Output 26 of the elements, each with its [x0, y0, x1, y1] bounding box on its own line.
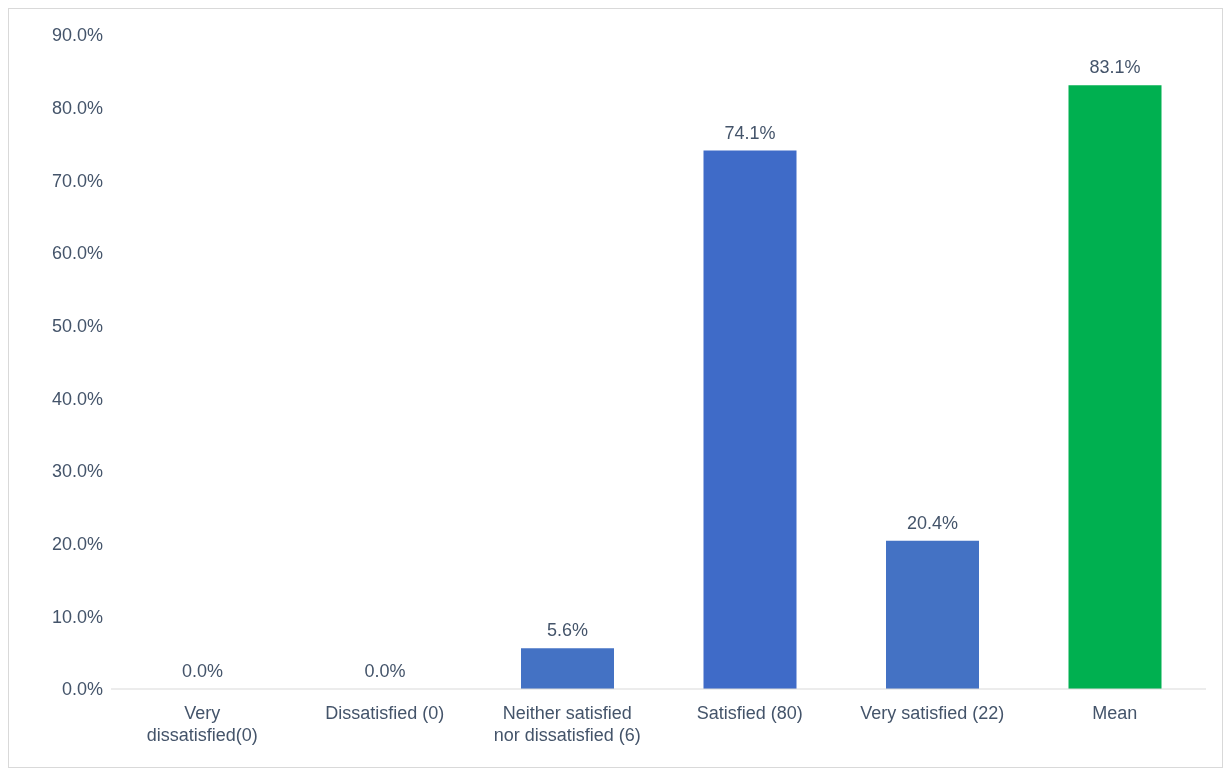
x-tick-label: Satisfied (80)	[696, 703, 803, 723]
y-tick-label: 10.0%	[51, 606, 103, 627]
x-tick-label: Very dissatisfied(0)	[146, 703, 258, 745]
bar	[521, 648, 614, 689]
bar	[1068, 85, 1162, 689]
x-tick-label: Very satisfied (22)	[860, 703, 1005, 723]
y-tick-label: 40.0%	[51, 388, 103, 409]
y-tick-label: 50.0%	[51, 316, 103, 337]
y-tick-label: 80.0%	[51, 98, 103, 119]
bar	[886, 540, 979, 689]
data-label: 83.1%	[1089, 57, 1141, 78]
x-tick-label: Mean	[1092, 703, 1138, 723]
y-tick-label: 90.0%	[51, 25, 103, 46]
data-label: 5.6%	[546, 620, 589, 641]
x-tick-label: Dissatisfied (0)	[325, 703, 445, 723]
x-tick-label: Neither satisfied nor dissatisfied (6)	[493, 703, 641, 745]
bar	[703, 150, 797, 689]
data-label: 20.4%	[906, 512, 959, 533]
data-label: 74.1%	[724, 122, 776, 143]
y-tick-label: 0.0%	[61, 679, 103, 700]
y-tick-label: 70.0%	[51, 170, 103, 191]
y-tick-label: 30.0%	[51, 461, 103, 482]
data-label: 0.0%	[364, 660, 406, 681]
data-label: 0.0%	[181, 660, 224, 681]
y-tick-label: 60.0%	[51, 243, 103, 264]
y-tick-label: 20.0%	[51, 534, 103, 555]
